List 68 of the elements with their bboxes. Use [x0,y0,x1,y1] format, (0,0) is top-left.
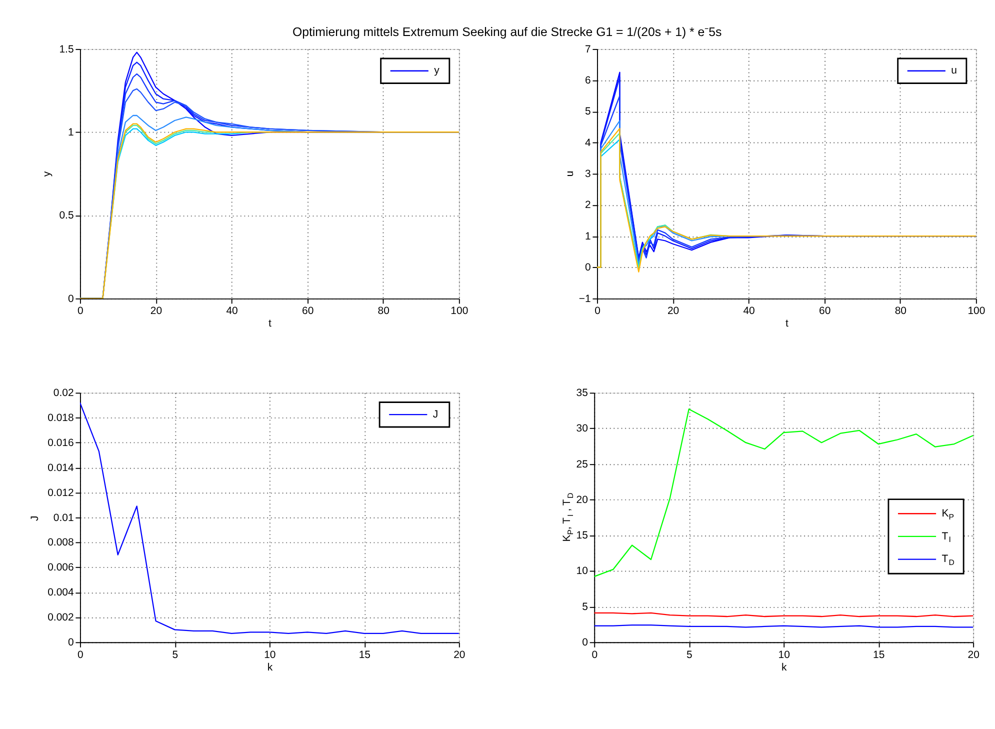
y-tick-label: 3 [584,169,591,180]
y-tick-label: 1.5 [59,44,74,56]
x-tick-label: 20 [454,650,466,661]
y-tick-label: 0.004 [48,588,74,599]
y-tick-label: 15 [576,530,588,542]
y-tick-label: 0.5 [59,210,74,222]
x-axis-title: t [268,318,272,330]
legend-label: y [434,66,440,77]
x-tick-label: 15 [873,650,885,661]
legend-label: J [432,409,438,420]
y-tick-label: 5 [582,602,588,613]
x-tick-label: 10 [264,650,276,661]
x-tick-label: 15 [358,650,371,661]
x-tick-label: 60 [819,306,831,318]
y-tick-label: 0.018 [48,412,74,424]
x-tick-label: 0 [594,306,601,318]
y-tick-label: 0.008 [48,538,74,549]
y-tick-label: 0.02 [53,388,74,400]
x-tick-label: 80 [894,306,907,318]
y-tick-label: 0.016 [48,438,74,449]
y-tick-label: 0 [584,262,591,274]
x-tick-label: 0 [78,650,84,661]
y-tick-label: 35 [576,388,588,400]
legend-label: u [951,66,958,77]
y-tick-label: 0.01 [53,512,74,524]
x-tick-label: 10 [778,650,790,661]
x-tick-label: 20 [667,306,680,318]
y-tick-label: 1 [584,231,591,242]
x-tick-label: 80 [378,306,390,318]
y-tick-label: 20 [576,494,588,506]
y-tick-label: 2 [584,200,591,212]
x-tick-label: 0 [78,306,84,318]
y-tick-label: 0.014 [48,462,74,474]
x-tick-label: 20 [968,650,980,661]
x-tick-label: 0 [592,650,598,661]
line-series [80,402,459,634]
y-tick-label: 25 [576,459,588,470]
x-tick-label: 100 [968,306,986,318]
x-tick-label: 5 [686,650,692,661]
x-tick-label: 60 [302,306,314,318]
y-tick-label: 6 [584,75,591,86]
y-tick-label: 0.006 [48,562,74,574]
y-axis-title: y [42,170,53,177]
y-tick-label: 5 [584,106,591,118]
y-tick-label: 0.002 [48,612,74,624]
y-tick-label: 0 [68,294,74,305]
y-axis-title: KP, TI, TD [562,492,575,542]
y-tick-label: 1 [68,127,74,138]
x-tick-label: 20 [150,306,162,318]
x-tick-label: 5 [172,650,178,661]
x-axis-title: t [785,318,788,330]
x-axis-title: k [267,662,274,674]
text: Optimierung mittels Extremum Seeking auf die Strecke G1 = 1/(20s + 1) * e⁻5s [292,25,722,40]
x-tick-label: 100 [450,306,468,318]
y-tick-label: 4 [584,138,591,149]
x-tick-label: 40 [226,306,238,318]
y-tick-label: −1 [578,294,591,305]
y-tick-label: 0 [582,638,588,648]
y-axis-title: J [30,516,42,521]
y-tick-label: 0 [68,638,74,648]
line-series [594,408,974,578]
y-axis-title: u [564,170,576,177]
x-axis-title: k [781,662,788,674]
y-tick-label: 30 [576,424,588,435]
y-tick-label: 0.012 [48,488,74,499]
y-tick-label: 7 [584,44,591,56]
y-tick-label: 10 [576,566,588,578]
x-tick-label: 40 [743,306,756,318]
